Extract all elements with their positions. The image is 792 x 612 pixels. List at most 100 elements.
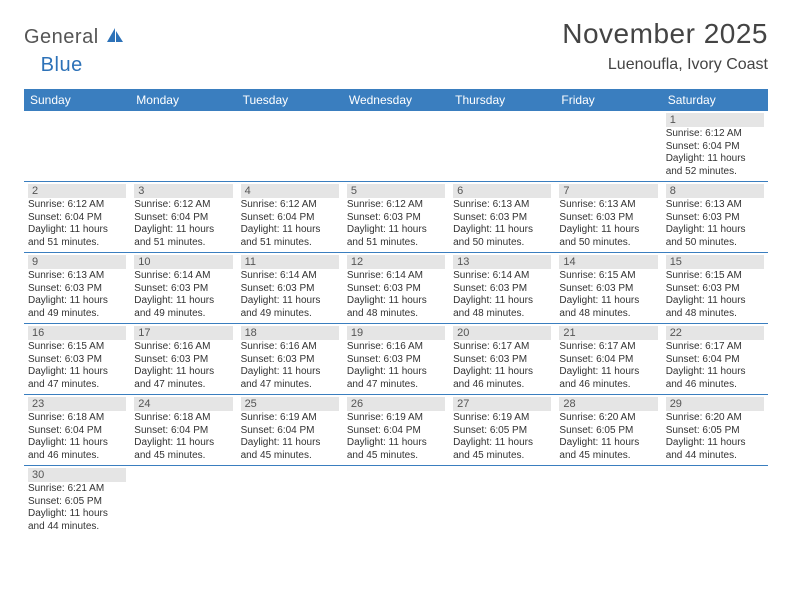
calendar-week-row: 2Sunrise: 6:12 AMSunset: 6:04 PMDaylight…	[24, 182, 768, 253]
day-number: 6	[453, 184, 551, 198]
day-number: 10	[134, 255, 232, 269]
day-number: 17	[134, 326, 232, 340]
sunset-text: Sunset: 6:05 PM	[28, 496, 126, 509]
calendar-day-cell: 28Sunrise: 6:20 AMSunset: 6:05 PMDayligh…	[555, 395, 661, 466]
calendar-week-row: 23Sunrise: 6:18 AMSunset: 6:04 PMDayligh…	[24, 395, 768, 466]
day-number: 14	[559, 255, 657, 269]
daylight1-text: Daylight: 11 hours	[347, 224, 445, 237]
day-number: 4	[241, 184, 339, 198]
weekday-header-row: SundayMondayTuesdayWednesdayThursdayFrid…	[24, 89, 768, 111]
sunrise-text: Sunrise: 6:14 AM	[241, 270, 339, 283]
calendar-empty-cell	[555, 466, 661, 537]
calendar-day-cell: 17Sunrise: 6:16 AMSunset: 6:03 PMDayligh…	[130, 324, 236, 395]
calendar-day-cell: 6Sunrise: 6:13 AMSunset: 6:03 PMDaylight…	[449, 182, 555, 253]
calendar-day-cell: 22Sunrise: 6:17 AMSunset: 6:04 PMDayligh…	[662, 324, 768, 395]
daylight1-text: Daylight: 11 hours	[241, 437, 339, 450]
weekday-header: Monday	[130, 89, 236, 111]
day-number: 28	[559, 397, 657, 411]
daylight2-text: and 47 minutes.	[241, 379, 339, 392]
daylight1-text: Daylight: 11 hours	[28, 295, 126, 308]
sunrise-text: Sunrise: 6:14 AM	[347, 270, 445, 283]
calendar-day-cell: 20Sunrise: 6:17 AMSunset: 6:03 PMDayligh…	[449, 324, 555, 395]
day-number: 19	[347, 326, 445, 340]
daylight1-text: Daylight: 11 hours	[134, 224, 232, 237]
calendar-day-cell: 30Sunrise: 6:21 AMSunset: 6:05 PMDayligh…	[24, 466, 130, 537]
daylight2-text: and 51 minutes.	[134, 237, 232, 250]
sunrise-text: Sunrise: 6:20 AM	[559, 412, 657, 425]
sunrise-text: Sunrise: 6:18 AM	[134, 412, 232, 425]
weekday-header: Sunday	[24, 89, 130, 111]
weekday-header: Tuesday	[237, 89, 343, 111]
day-number: 7	[559, 184, 657, 198]
day-number: 24	[134, 397, 232, 411]
sunrise-text: Sunrise: 6:16 AM	[134, 341, 232, 354]
daylight2-text: and 51 minutes.	[28, 237, 126, 250]
sunrise-text: Sunrise: 6:16 AM	[241, 341, 339, 354]
calendar-empty-cell	[237, 466, 343, 537]
daylight1-text: Daylight: 11 hours	[453, 295, 551, 308]
sunrise-text: Sunrise: 6:14 AM	[453, 270, 551, 283]
daylight1-text: Daylight: 11 hours	[666, 437, 764, 450]
daylight2-text: and 47 minutes.	[134, 379, 232, 392]
daylight1-text: Daylight: 11 hours	[347, 437, 445, 450]
calendar-day-cell: 3Sunrise: 6:12 AMSunset: 6:04 PMDaylight…	[130, 182, 236, 253]
daylight1-text: Daylight: 11 hours	[453, 437, 551, 450]
sunrise-text: Sunrise: 6:13 AM	[559, 199, 657, 212]
weekday-header: Thursday	[449, 89, 555, 111]
daylight2-text: and 44 minutes.	[28, 521, 126, 534]
calendar-week-row: 30Sunrise: 6:21 AMSunset: 6:05 PMDayligh…	[24, 466, 768, 537]
sunset-text: Sunset: 6:04 PM	[28, 212, 126, 225]
calendar-day-cell: 25Sunrise: 6:19 AMSunset: 6:04 PMDayligh…	[237, 395, 343, 466]
daylight2-text: and 50 minutes.	[559, 237, 657, 250]
weekday-header: Friday	[555, 89, 661, 111]
daylight2-text: and 52 minutes.	[666, 166, 764, 179]
daylight2-text: and 46 minutes.	[559, 379, 657, 392]
day-number: 20	[453, 326, 551, 340]
daylight1-text: Daylight: 11 hours	[241, 295, 339, 308]
calendar-day-cell: 12Sunrise: 6:14 AMSunset: 6:03 PMDayligh…	[343, 253, 449, 324]
sunrise-text: Sunrise: 6:13 AM	[28, 270, 126, 283]
day-number: 9	[28, 255, 126, 269]
daylight2-text: and 44 minutes.	[666, 450, 764, 463]
sunrise-text: Sunrise: 6:17 AM	[559, 341, 657, 354]
day-number: 13	[453, 255, 551, 269]
daylight1-text: Daylight: 11 hours	[666, 366, 764, 379]
day-number: 27	[453, 397, 551, 411]
sunset-text: Sunset: 6:03 PM	[559, 283, 657, 296]
day-number: 3	[134, 184, 232, 198]
calendar-day-cell: 8Sunrise: 6:13 AMSunset: 6:03 PMDaylight…	[662, 182, 768, 253]
sunset-text: Sunset: 6:03 PM	[453, 283, 551, 296]
location: Luenoufla, Ivory Coast	[562, 56, 768, 74]
logo-text-general: General	[24, 26, 99, 49]
sunset-text: Sunset: 6:05 PM	[453, 425, 551, 438]
calendar-empty-cell	[237, 111, 343, 182]
sunset-text: Sunset: 6:04 PM	[666, 141, 764, 154]
daylight2-text: and 45 minutes.	[347, 450, 445, 463]
sunset-text: Sunset: 6:03 PM	[134, 354, 232, 367]
daylight1-text: Daylight: 11 hours	[559, 224, 657, 237]
sunset-text: Sunset: 6:03 PM	[241, 283, 339, 296]
day-number: 25	[241, 397, 339, 411]
weekday-header: Wednesday	[343, 89, 449, 111]
weekday-header: Saturday	[662, 89, 768, 111]
daylight1-text: Daylight: 11 hours	[134, 437, 232, 450]
daylight1-text: Daylight: 11 hours	[666, 153, 764, 166]
day-number: 23	[28, 397, 126, 411]
day-number: 15	[666, 255, 764, 269]
calendar-empty-cell	[130, 111, 236, 182]
daylight1-text: Daylight: 11 hours	[134, 295, 232, 308]
day-number: 2	[28, 184, 126, 198]
day-number: 18	[241, 326, 339, 340]
sunrise-text: Sunrise: 6:17 AM	[453, 341, 551, 354]
daylight2-text: and 49 minutes.	[241, 308, 339, 321]
day-number: 11	[241, 255, 339, 269]
sunset-text: Sunset: 6:03 PM	[666, 283, 764, 296]
calendar-day-cell: 23Sunrise: 6:18 AMSunset: 6:04 PMDayligh…	[24, 395, 130, 466]
sunrise-text: Sunrise: 6:13 AM	[666, 199, 764, 212]
calendar-day-cell: 10Sunrise: 6:14 AMSunset: 6:03 PMDayligh…	[130, 253, 236, 324]
daylight2-text: and 45 minutes.	[453, 450, 551, 463]
daylight1-text: Daylight: 11 hours	[241, 366, 339, 379]
logo: General	[24, 26, 129, 49]
daylight1-text: Daylight: 11 hours	[347, 366, 445, 379]
daylight2-text: and 51 minutes.	[241, 237, 339, 250]
